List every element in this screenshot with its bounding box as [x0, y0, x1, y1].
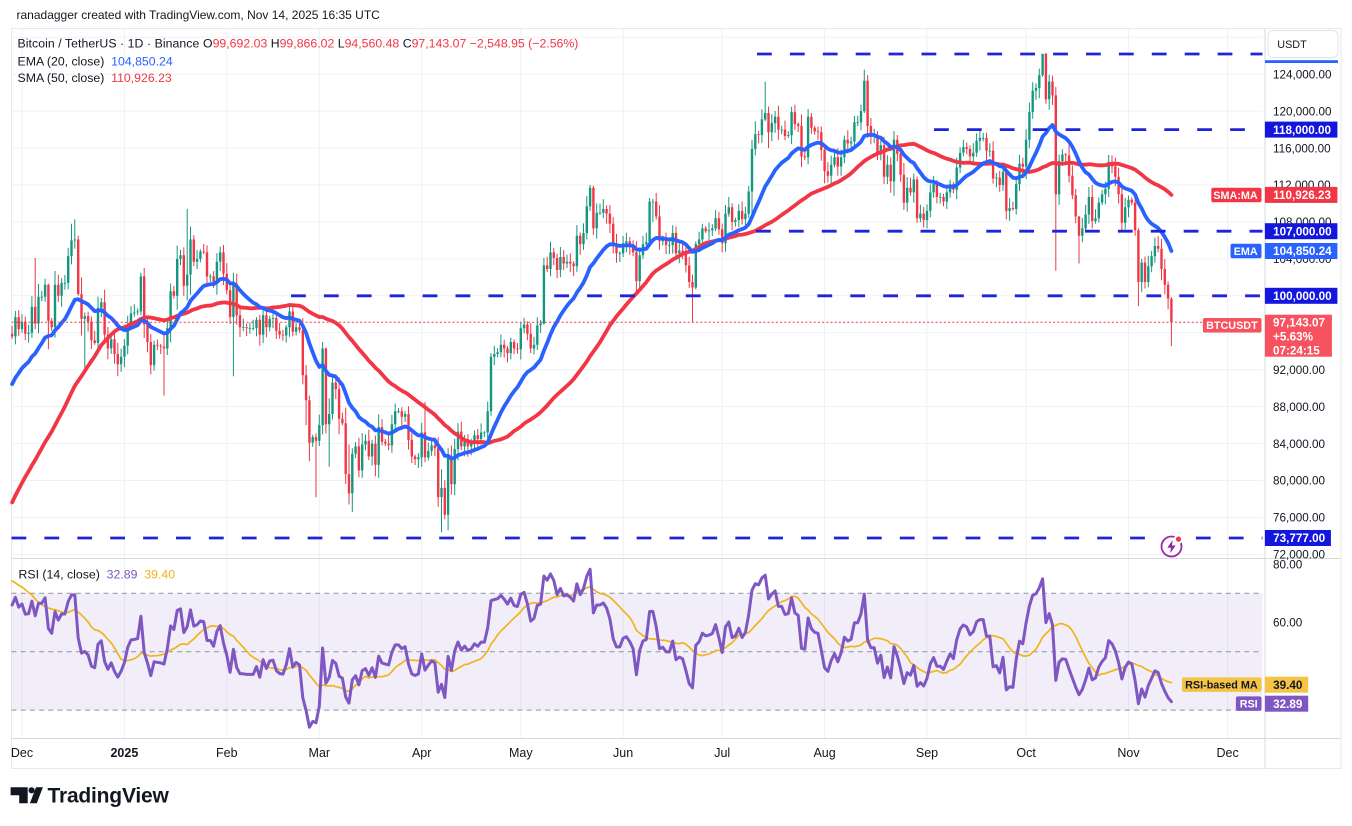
svg-text:May: May — [509, 746, 533, 760]
svg-text:Feb: Feb — [216, 746, 238, 760]
svg-text:120,000.00: 120,000.00 — [1273, 105, 1332, 118]
svg-text:Dec: Dec — [1216, 746, 1238, 760]
svg-text:USDT: USDT — [1277, 39, 1307, 51]
svg-text:92,000.00: 92,000.00 — [1273, 364, 1325, 377]
svg-text:Jul: Jul — [714, 746, 730, 760]
svg-text:RSI (14, close) 32.89 39.40: RSI (14, close) 32.89 39.40 — [19, 568, 176, 582]
svg-text:72,000.00: 72,000.00 — [1273, 549, 1325, 562]
svg-text:Aug: Aug — [813, 746, 835, 760]
svg-text:107,000.00: 107,000.00 — [1273, 225, 1332, 238]
svg-text:118,000.00: 118,000.00 — [1273, 124, 1331, 137]
svg-text:O99,692.03 H99,866.02 L94,560.: O99,692.03 H99,866.02 L94,560.48 C97,143… — [203, 37, 578, 51]
svg-text:Apr: Apr — [412, 746, 431, 760]
svg-text:Mar: Mar — [309, 746, 331, 760]
svg-text:104,850.24: 104,850.24 — [1273, 245, 1332, 258]
svg-text:Sep: Sep — [916, 746, 938, 760]
svg-text:80,000.00: 80,000.00 — [1273, 475, 1325, 488]
svg-text:73,777.00: 73,777.00 — [1273, 532, 1325, 545]
svg-text:76,000.00: 76,000.00 — [1273, 512, 1325, 525]
svg-text:80.00: 80.00 — [1273, 558, 1303, 571]
svg-text:Oct: Oct — [1016, 746, 1036, 760]
svg-text:2025: 2025 — [110, 746, 138, 760]
svg-text:88,000.00: 88,000.00 — [1273, 401, 1325, 414]
svg-text:EMA: EMA — [1234, 246, 1258, 258]
svg-text:97,143.07: 97,143.07 — [1273, 316, 1325, 329]
svg-text:EMA (20, close) 104,850.24: EMA (20, close) 104,850.24 — [18, 55, 173, 69]
svg-text:110,926.23: 110,926.23 — [1273, 189, 1331, 202]
svg-text:116,000.00: 116,000.00 — [1273, 142, 1331, 155]
svg-text:60.00: 60.00 — [1273, 617, 1303, 630]
svg-text:RSI-based MA: RSI-based MA — [1185, 680, 1258, 692]
svg-text:SMA (50, close) 110,926.23: SMA (50, close) 110,926.23 — [18, 71, 172, 85]
svg-text:Nov: Nov — [1117, 746, 1140, 760]
svg-text:RSI: RSI — [1240, 699, 1258, 711]
svg-text:84,000.00: 84,000.00 — [1273, 438, 1325, 451]
svg-text:ranadagger created with Tradin: ranadagger created with TradingView.com,… — [17, 8, 381, 22]
svg-text:07:24:15: 07:24:15 — [1273, 344, 1320, 357]
svg-text:+5.63%: +5.63% — [1273, 330, 1314, 343]
svg-text:TradingView: TradingView — [48, 785, 170, 808]
svg-text:124,000.00: 124,000.00 — [1273, 68, 1332, 81]
svg-text:Jun: Jun — [613, 746, 633, 760]
svg-text:SMA:MA: SMA:MA — [1213, 190, 1258, 202]
svg-text:39.40: 39.40 — [1273, 679, 1303, 692]
svg-text:100,000.00: 100,000.00 — [1273, 290, 1332, 303]
svg-text:BTCUSDT: BTCUSDT — [1206, 320, 1258, 332]
svg-text:Bitcoin / TetherUS · 1D · Bina: Bitcoin / TetherUS · 1D · Binance — [18, 37, 200, 51]
svg-text:32.89: 32.89 — [1273, 698, 1303, 711]
svg-text:Dec: Dec — [11, 746, 33, 760]
